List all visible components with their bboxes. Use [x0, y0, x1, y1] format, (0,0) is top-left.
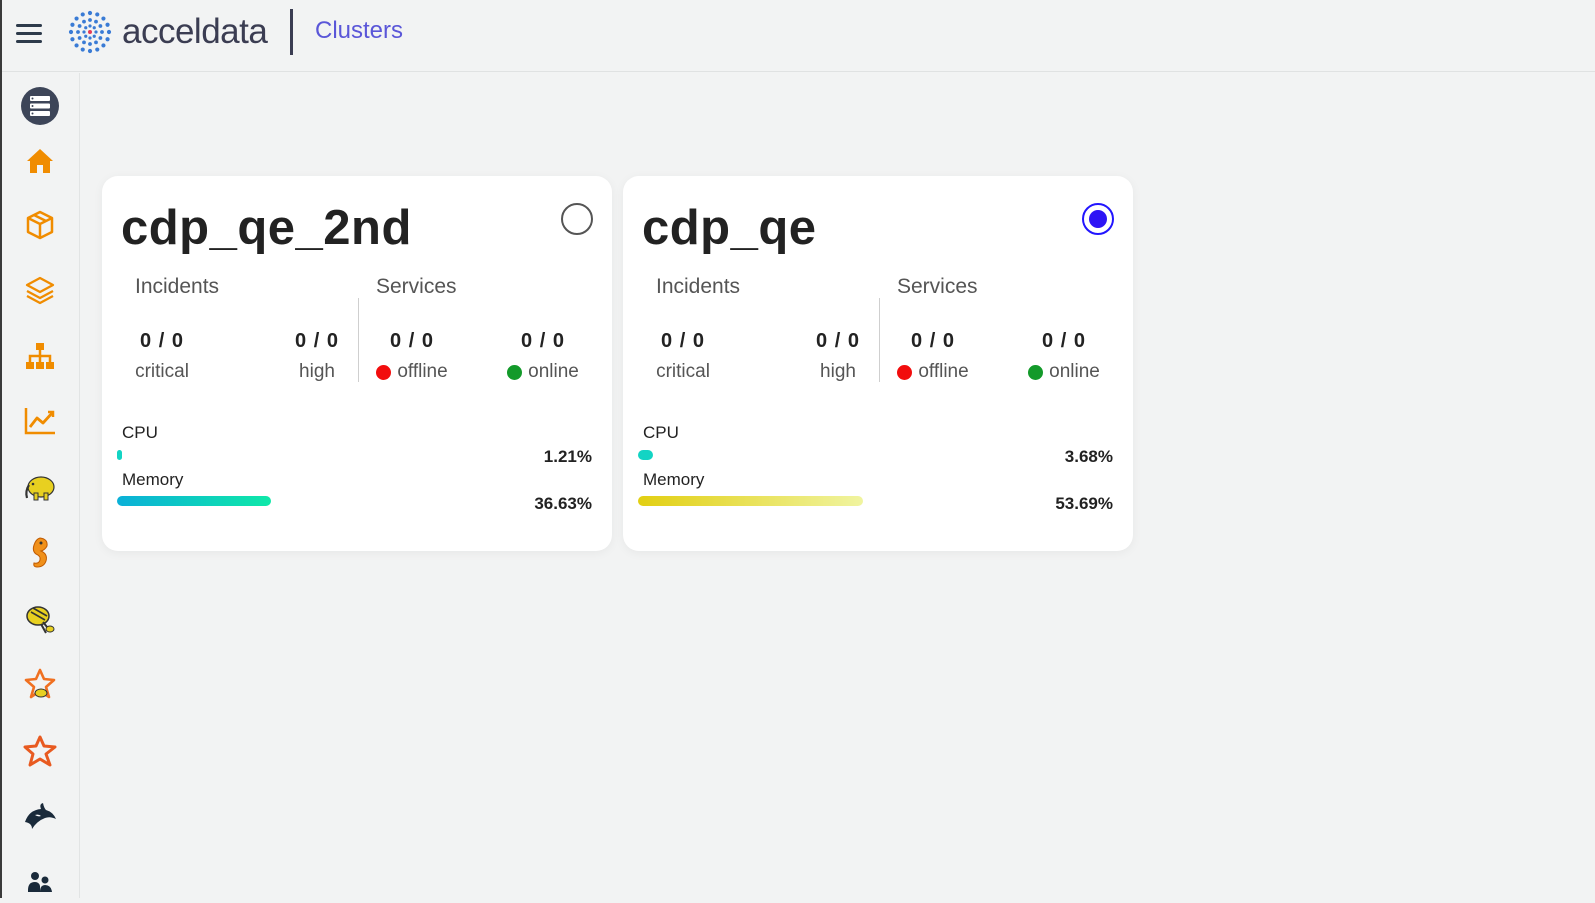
page-title: Clusters: [315, 17, 404, 44]
cpu-usage-bar: [638, 450, 653, 460]
orca-icon: [25, 803, 56, 829]
cpu-usage-bar: [117, 450, 122, 460]
hamburger-menu-icon[interactable]: [16, 22, 44, 44]
offline-count: 0 / 0: [390, 330, 434, 352]
cluster-select-radio[interactable]: [1082, 203, 1114, 235]
hive-bee-icon: [26, 606, 55, 634]
online-status-dot-icon: [507, 364, 523, 380]
offline-status-dot-icon: [897, 364, 913, 380]
sidebar-item-analytics[interactable]: [18, 399, 62, 443]
sidebar-item-hadoop[interactable]: [18, 466, 62, 510]
memory-label: Memory: [643, 470, 705, 489]
high-incidents-metric: 0 / 0 high: [262, 330, 372, 383]
sidebar-item-cube[interactable]: [18, 203, 62, 247]
sidebar-item-home[interactable]: [18, 139, 62, 183]
offline-count: 0 / 0: [911, 330, 955, 352]
memory-usage-value: 53.69%: [1055, 494, 1113, 513]
services-label: Services: [376, 275, 457, 298]
cpu-usage-value: 3.68%: [1064, 447, 1113, 466]
cpu-label: CPU: [122, 423, 158, 442]
online-label: online: [1049, 361, 1100, 382]
incidents-label: Incidents: [656, 275, 741, 298]
critical-count: 0 / 0: [661, 330, 705, 352]
sidebar-item-hive[interactable]: [18, 597, 62, 641]
memory-usage-bar: [638, 496, 863, 506]
layers-icon: [25, 276, 55, 305]
line-chart-icon: [24, 408, 55, 435]
people-icon: [28, 872, 52, 892]
cube-icon: [26, 210, 54, 240]
cluster-name: cdp_qe_2nd: [121, 201, 412, 255]
hadoop-elephant-icon: [25, 476, 55, 501]
server-stack-icon: [21, 87, 59, 125]
services-label: Services: [897, 275, 978, 298]
top-bar: acceldata Clusters: [2, 0, 1595, 72]
incidents-label: Incidents: [135, 275, 220, 298]
cluster-card[interactable]: cdp_qe_2nd Incidents Services 0 / 0 crit…: [102, 176, 612, 551]
sidebar: [2, 73, 80, 898]
hierarchy-icon: [26, 343, 54, 369]
critical-incidents-metric: 0 / 0 critical: [628, 330, 738, 383]
online-services-metric: 0 / 0 online: [488, 330, 598, 383]
section-divider: [358, 298, 359, 382]
online-label: online: [528, 361, 579, 382]
sidebar-item-seahorse[interactable]: [18, 531, 62, 575]
cpu-label: CPU: [643, 423, 679, 442]
sidebar-item-users[interactable]: [18, 859, 62, 903]
section-divider: [879, 298, 880, 382]
logo-divider: [290, 9, 293, 55]
critical-incidents-metric: 0 / 0 critical: [107, 330, 217, 383]
memory-usage-value: 36.63%: [534, 494, 592, 513]
high-count: 0 / 0: [295, 330, 339, 352]
memory-label: Memory: [122, 470, 184, 489]
online-count: 0 / 0: [1042, 330, 1086, 352]
offline-services-metric: 0 / 0 offline: [357, 330, 467, 383]
online-status-dot-icon: [1028, 364, 1044, 380]
acceldata-logo-icon: [68, 10, 112, 54]
offline-label: offline: [918, 361, 969, 382]
critical-count: 0 / 0: [140, 330, 184, 352]
sidebar-item-layers[interactable]: [18, 268, 62, 312]
sidebar-item-hierarchy[interactable]: [18, 334, 62, 378]
high-label: high: [820, 361, 856, 382]
home-icon: [27, 149, 53, 173]
cluster-card[interactable]: cdp_qe Incidents Services 0 / 0 critical…: [623, 176, 1133, 551]
sidebar-item-clusters[interactable]: [18, 84, 62, 128]
sidebar-item-orca[interactable]: [18, 795, 62, 839]
memory-usage-bar: [117, 496, 271, 506]
online-services-metric: 0 / 0 online: [1009, 330, 1119, 383]
spark-star-outline-icon: [23, 735, 57, 767]
window-edge: [0, 0, 2, 898]
offline-services-metric: 0 / 0 offline: [878, 330, 988, 383]
offline-status-dot-icon: [376, 364, 392, 380]
sidebar-item-spark-hive[interactable]: [18, 663, 62, 707]
high-label: high: [299, 361, 335, 382]
critical-label: critical: [135, 361, 189, 382]
cluster-select-radio[interactable]: [561, 203, 593, 235]
spark-star-icon: [24, 668, 56, 699]
seahorse-icon: [32, 537, 48, 568]
high-incidents-metric: 0 / 0 high: [783, 330, 893, 383]
high-count: 0 / 0: [816, 330, 860, 352]
critical-label: critical: [656, 361, 710, 382]
cpu-usage-value: 1.21%: [543, 447, 592, 466]
sidebar-item-spark[interactable]: [18, 729, 62, 773]
offline-label: offline: [397, 361, 448, 382]
online-count: 0 / 0: [521, 330, 565, 352]
logo-text: acceldata: [122, 12, 268, 51]
cluster-name: cdp_qe: [642, 201, 817, 255]
